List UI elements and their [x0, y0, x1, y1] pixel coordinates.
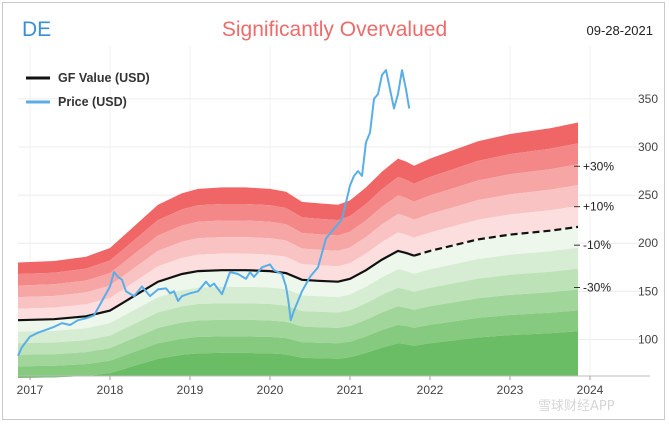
band-label-2: -10%	[583, 238, 611, 252]
value-bands	[18, 122, 578, 378]
x-tick-label-2019: 2019	[177, 383, 204, 397]
band-over-5	[18, 206, 578, 321]
chart-legend: GF Value (USD) Price (USD)	[26, 71, 150, 109]
band-under-4	[18, 289, 578, 367]
gf-value-line	[17, 249, 415, 322]
y-tick-label-100: 100	[638, 332, 658, 346]
band-over-3	[18, 164, 578, 298]
y-tick-label-250: 250	[638, 188, 658, 202]
band-labels: +30% +10% -10% -30%	[574, 159, 614, 294]
x-tick-label-2023: 2023	[497, 383, 524, 397]
band-over-4	[18, 185, 578, 309]
band-label-0: +30%	[583, 159, 614, 173]
x-tick-label-2018: 2018	[97, 383, 124, 397]
x-tick-label-2024: 2024	[577, 383, 604, 397]
series-lines	[17, 69, 579, 357]
watermark-text: 雪球财经APP	[538, 399, 615, 414]
band-over-2	[18, 143, 578, 286]
legend-label-gf-value: GF Value (USD)	[58, 71, 150, 85]
band-under-2	[18, 247, 578, 344]
band-label-1: +10%	[583, 200, 614, 214]
y-tick-label-300: 300	[638, 140, 658, 154]
band-under-3	[18, 268, 578, 355]
chart-date: 09-28-2021	[586, 23, 654, 38]
x-tick-label-2017: 2017	[17, 383, 44, 397]
band-under-5	[18, 310, 578, 378]
legend-label-price: Price (USD)	[58, 95, 127, 109]
ticker-symbol: DE	[22, 18, 52, 41]
chart-frame	[2, 2, 665, 420]
valuation-title: Significantly Overvalued	[221, 18, 448, 41]
y-tick-label-200: 200	[638, 236, 658, 250]
band-over-1	[18, 122, 578, 274]
gf-value-projection-line	[413, 225, 579, 257]
y-tick-label-350: 350	[638, 92, 658, 106]
x-tick-label-2021: 2021	[337, 383, 364, 397]
x-tick-label-2022: 2022	[417, 383, 444, 397]
band-label-3: -30%	[583, 280, 611, 294]
axis-ticks: 2017 2018 2019 2020 2021 2022 2023 2024 100 150 20…	[17, 92, 659, 397]
x-tick-label-2020: 2020	[257, 383, 284, 397]
price-line	[17, 69, 411, 357]
y-tick-label-150: 150	[638, 284, 658, 298]
band-under-bottom	[18, 331, 578, 378]
